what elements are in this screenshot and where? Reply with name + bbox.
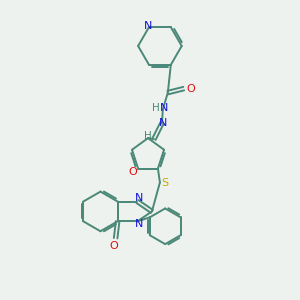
Text: S: S xyxy=(161,178,168,188)
Text: H: H xyxy=(152,103,160,113)
Text: O: O xyxy=(109,241,118,251)
Text: O: O xyxy=(129,167,137,177)
Text: N: N xyxy=(160,103,168,113)
Text: H: H xyxy=(144,131,152,141)
Text: O: O xyxy=(186,84,195,94)
Text: N: N xyxy=(135,193,144,202)
Text: N: N xyxy=(159,118,167,128)
Text: N: N xyxy=(144,21,152,31)
Text: N: N xyxy=(135,219,144,229)
